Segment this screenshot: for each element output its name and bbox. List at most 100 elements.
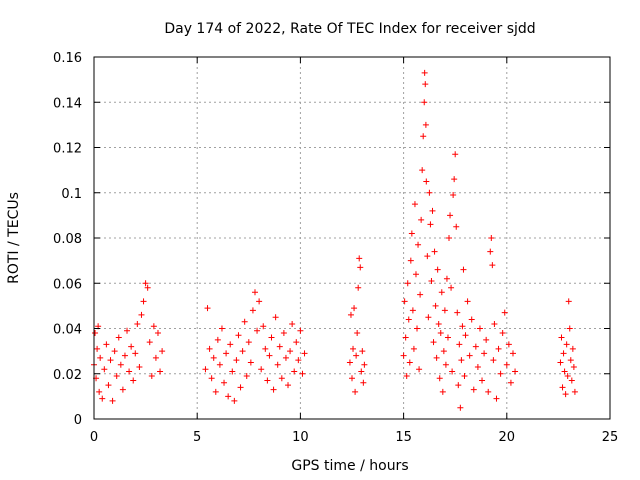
data-point-marker [452,151,459,158]
data-point-marker [507,379,514,386]
data-point-marker [355,284,362,291]
x-tick-label: 15 [395,430,412,445]
data-point-marker [130,377,137,384]
y-tick-label: 0.02 [53,368,82,383]
data-point-marker [212,388,219,395]
data-point-marker [233,357,240,364]
data-point-marker [449,368,456,375]
data-point-marker [237,384,244,391]
data-point-marker [223,350,230,357]
data-point-marker [436,375,443,382]
data-point-marker [464,298,471,305]
data-point-marker [159,348,166,355]
data-point-marker [402,334,409,341]
data-point-marker [276,343,283,350]
data-point-marker [109,397,116,404]
data-point-marker [289,320,296,327]
data-point-marker [570,363,577,370]
data-point-marker [567,357,574,364]
data-point-marker [455,382,462,389]
data-point-marker [470,386,477,393]
data-point-marker [437,330,444,337]
data-point-marker [249,307,256,314]
data-point-marker [241,318,248,325]
data-point-marker [495,345,502,352]
data-point-marker [119,386,126,393]
data-point-marker [448,284,455,291]
data-point-marker [409,307,416,314]
data-point-marker [295,357,302,364]
data-point-marker [451,176,458,183]
data-point-marker [94,345,101,352]
data-point-marker [99,395,106,402]
chart-title: Day 174 of 2022, Rate Of TEC Index for r… [164,21,535,37]
data-point-marker [97,354,104,361]
data-point-marker [434,266,441,273]
data-point-marker [356,255,363,262]
data-point-marker [239,348,246,355]
data-point-marker [96,388,103,395]
data-point-marker [105,382,112,389]
data-point-marker [505,341,512,348]
data-point-marker [243,373,250,380]
data-point-marker [418,216,425,223]
data-point-marker [493,395,500,402]
data-point-marker [425,314,432,321]
data-point-marker [361,361,368,368]
data-point-marker [140,298,147,305]
data-point-marker [497,370,504,377]
data-point-marker [427,221,434,228]
data-point-marker [421,69,428,76]
data-point-marker [562,391,569,398]
data-point-marker [264,377,271,384]
y-tick-label: 0.04 [53,323,82,338]
data-point-marker [146,339,153,346]
data-point-marker [347,311,354,318]
data-point-marker [404,280,411,287]
data-point-marker [429,207,436,214]
data-point-marker [474,363,481,370]
x-tick-label: 10 [292,430,309,445]
data-point-marker [491,320,498,327]
data-point-marker [512,368,519,375]
data-point-marker [352,388,359,395]
data-point-marker [101,366,108,373]
data-point-marker [432,302,439,309]
data-point-marker [424,253,431,260]
data-point-marker [564,373,571,380]
data-point-marker [260,323,267,330]
x-tick-label: 0 [90,430,98,445]
data-point-marker [560,350,567,357]
data-point-marker [566,325,573,332]
data-point-marker [456,341,463,348]
data-point-marker [420,133,427,140]
data-point-marker [225,393,232,400]
data-point-marker [559,384,566,391]
data-point-marker [132,350,139,357]
data-point-marker [231,397,238,404]
data-point-marker [444,334,451,341]
data-point-marker [359,348,366,355]
data-point-marker [457,404,464,411]
x-tick-label: 20 [499,430,516,445]
data-point-marker [462,332,469,339]
data-point-marker [489,262,496,269]
data-point-marker [216,361,223,368]
data-point-marker [282,354,289,361]
data-point-marker [450,192,457,199]
data-point-marker [406,359,413,366]
data-point-marker [214,336,221,343]
data-point-marker [422,121,429,128]
data-point-marker [221,379,228,386]
data-point-marker [136,363,143,370]
data-point-marker [405,316,412,323]
y-axis-title: ROTI / TECUs [6,192,22,284]
data-point-marker [485,388,492,395]
y-tick-label: 0.14 [53,96,82,111]
grid-lines [94,57,610,419]
data-point-marker [128,343,135,350]
data-point-marker [430,339,437,346]
y-tick-label: 0.1 [61,187,82,202]
data-point-marker [148,373,155,380]
data-point-marker [351,305,358,312]
